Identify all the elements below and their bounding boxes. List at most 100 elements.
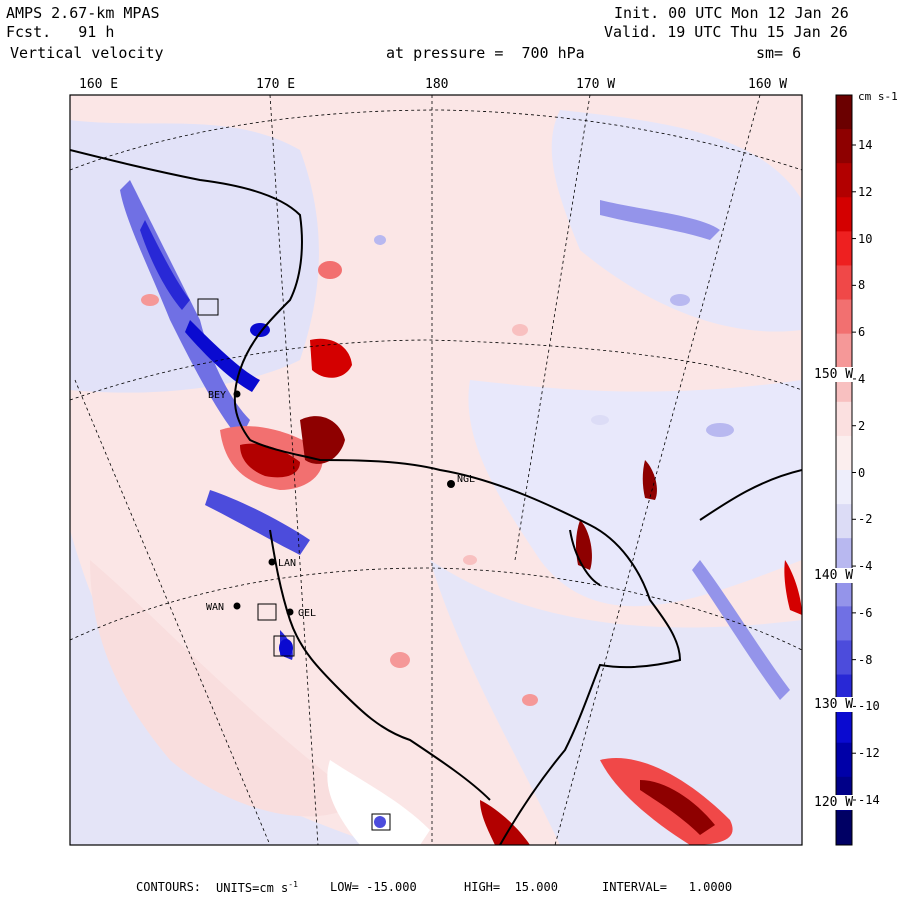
colorbar-label-10: -6 bbox=[858, 605, 873, 620]
parallel-mid bbox=[70, 339, 802, 401]
station-marker-lan bbox=[268, 558, 276, 566]
colorbar-label-0: 14 bbox=[858, 138, 873, 152]
field-ascent-peak-1 bbox=[240, 443, 300, 478]
lon-label-180: 180 bbox=[425, 77, 449, 92]
field-descent-streak-e bbox=[692, 560, 790, 700]
colorbar-label-5: 4 bbox=[858, 371, 866, 386]
field-region-blue-southeast bbox=[430, 560, 802, 845]
lon-label-170w: 170 W bbox=[576, 77, 616, 92]
colorbar-swatch-1 bbox=[836, 129, 852, 164]
colorbar-swatch-2 bbox=[836, 163, 852, 198]
colorbar-swatch-15 bbox=[836, 606, 852, 641]
colorbar-label-2: 10 bbox=[858, 231, 873, 246]
footer-units: UNITS=cm s-1 bbox=[216, 880, 298, 895]
station-label-lan: LAN bbox=[278, 558, 296, 569]
station-marker-bey bbox=[233, 390, 241, 398]
parallel-south bbox=[70, 567, 802, 651]
cell-3 bbox=[512, 324, 528, 336]
colorbar-label-6: 2 bbox=[858, 418, 866, 433]
lon-label-160w: 160 W bbox=[748, 77, 788, 92]
field-ascent-core-3 bbox=[310, 338, 352, 378]
station-label-wan: WAN bbox=[206, 602, 224, 613]
colorbar-swatch-13 bbox=[836, 538, 852, 573]
map-frame bbox=[69, 94, 803, 846]
field-descent-streak-ne bbox=[600, 200, 720, 240]
field-ascent-streak-3 bbox=[784, 560, 802, 615]
lat-label-130w: 130 W bbox=[814, 697, 854, 712]
colorbar-label-7: 0 bbox=[858, 465, 866, 480]
domain-box-2 bbox=[257, 603, 277, 621]
footer-contours-label: CONTOURS: bbox=[136, 880, 202, 894]
cell-8 bbox=[522, 694, 538, 706]
domain-boxes bbox=[197, 298, 391, 831]
parallel-north bbox=[70, 109, 802, 171]
cell-5 bbox=[706, 423, 734, 437]
colorbar-swatch-9 bbox=[836, 401, 852, 437]
coastline-ross bbox=[269, 529, 491, 801]
colorbar-label-12: -10 bbox=[858, 699, 880, 714]
valid-time: Valid. 19 UTC Thu 15 Jan 26 bbox=[604, 23, 848, 41]
init-time: Init. 00 UTC Mon 12 Jan 26 bbox=[614, 4, 849, 22]
colorbar-label-1: 12 bbox=[858, 184, 873, 199]
lat-label-140w: 140 W bbox=[814, 568, 854, 583]
colorbar-label-9: -4 bbox=[858, 559, 873, 574]
cell-2 bbox=[374, 235, 386, 245]
station-marker-gel bbox=[286, 608, 294, 616]
colorbar-swatch-0 bbox=[836, 95, 852, 130]
meridian-170e bbox=[269, 95, 319, 845]
colorbar-label-11: -8 bbox=[858, 652, 873, 667]
field-region-pink-shelf bbox=[90, 560, 360, 817]
lon-label-160e: 160 E bbox=[79, 77, 119, 92]
footer-high: HIGH= 15.000 bbox=[464, 880, 558, 894]
footer-low: LOW= -15.000 bbox=[330, 880, 417, 894]
station-label-bey: BEY bbox=[208, 390, 226, 401]
colorbar-swatch-16 bbox=[836, 640, 852, 676]
graticule bbox=[70, 95, 802, 845]
cell-9 bbox=[463, 555, 477, 565]
field-region-white bbox=[327, 760, 430, 845]
colorbar-swatch-18 bbox=[836, 708, 852, 744]
colorbar-swatch-7 bbox=[836, 333, 852, 369]
colorbar-frame bbox=[835, 94, 853, 846]
domain-box-3 bbox=[273, 635, 295, 657]
lon-label-170e: 170 E bbox=[256, 77, 296, 92]
coastline-main bbox=[70, 149, 682, 845]
colorbar-label-13: -12 bbox=[858, 746, 880, 761]
footer-units-exponent: -1 bbox=[288, 880, 298, 889]
colorbar bbox=[836, 95, 852, 846]
colorbar-swatch-12 bbox=[836, 504, 852, 539]
lat-label-150w: 150 W bbox=[814, 367, 854, 382]
colorbar-swatch-4 bbox=[836, 231, 852, 266]
meridian-160e bbox=[74, 379, 271, 845]
meridian-170w bbox=[514, 95, 591, 561]
cell-1 bbox=[318, 261, 342, 279]
field-name: Vertical velocity bbox=[10, 44, 164, 62]
colorbar-swatch-21 bbox=[836, 810, 852, 846]
station-marker-wan bbox=[233, 602, 241, 610]
field-small-cells bbox=[141, 235, 734, 828]
station-marker-ngl bbox=[447, 480, 455, 488]
colorbar-swatch-11 bbox=[836, 470, 852, 505]
station-label-ngl: NGL bbox=[457, 474, 475, 485]
coastlines bbox=[70, 149, 802, 845]
cell-7 bbox=[390, 652, 410, 668]
cell-10 bbox=[141, 294, 159, 306]
field-descent-core-2 bbox=[185, 320, 260, 392]
coastline-east bbox=[699, 469, 802, 521]
field-ascent-streak-2 bbox=[642, 460, 657, 500]
pressure-level: at pressure = 700 hPa bbox=[386, 44, 585, 62]
colorbar-label-14: -14 bbox=[858, 793, 880, 807]
domain-box-1 bbox=[197, 298, 219, 316]
colorbar-label-8: -2 bbox=[858, 512, 873, 527]
model-title: AMPS 2.67-km MPAS bbox=[6, 4, 160, 22]
field-descent-band-2 bbox=[205, 490, 310, 555]
footer-interval: INTERVAL= 1.0000 bbox=[602, 880, 733, 894]
field-ascent-core-s bbox=[480, 800, 530, 845]
map-field bbox=[70, 95, 802, 845]
smoothing-value: sm= 6 bbox=[756, 44, 802, 62]
colorbar-swatch-6 bbox=[836, 299, 852, 335]
colorbar-swatch-3 bbox=[836, 197, 852, 232]
cell-12 bbox=[279, 639, 293, 657]
colorbar-ticks bbox=[852, 144, 856, 801]
